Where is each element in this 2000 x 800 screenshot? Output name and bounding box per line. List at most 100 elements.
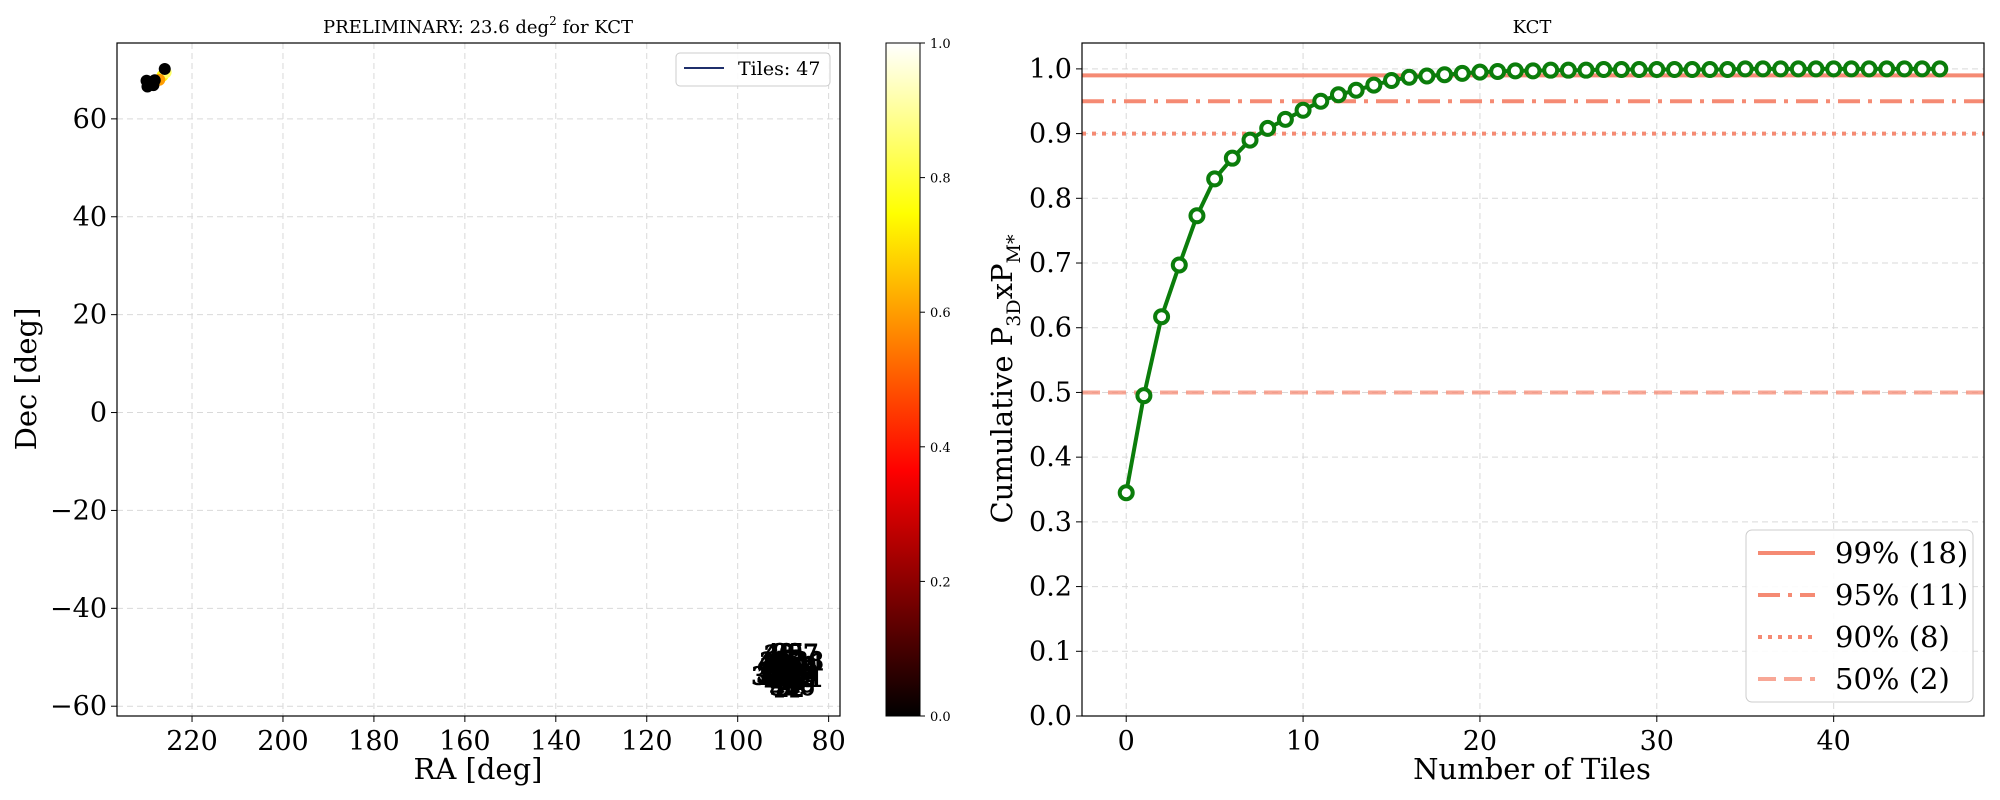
left-x-tick-label: 160: [439, 726, 491, 757]
left-x-tick-label: 200: [257, 726, 309, 757]
left-y-axis-title: Dec [deg]: [9, 308, 43, 451]
tile-number-label: 16: [784, 673, 815, 701]
cumulative-point: [1489, 62, 1507, 80]
right-legend-box: [1745, 529, 1974, 703]
left-x-ticks: 220 200 180 160 140 120 100 80: [166, 716, 846, 757]
tile-number-label: 2: [763, 660, 778, 688]
tile-number-label: 26: [780, 663, 811, 691]
cumulative-point: [1772, 60, 1790, 78]
cumulative-point: [1153, 308, 1171, 326]
galaxy-point: [148, 74, 161, 87]
cumulative-point: [1400, 68, 1418, 86]
right-y-tick-label: 0.3: [1029, 507, 1072, 538]
tile-number-label: 36: [770, 673, 801, 701]
tile-number-label: 25: [774, 639, 805, 667]
right-y-tick-label: 0.4: [1029, 442, 1072, 473]
right-y-tick-label: 0.1: [1029, 636, 1072, 667]
tile-number-label: 10: [775, 660, 806, 688]
colorbar-gradient: [885, 42, 921, 717]
tile-number-label: 33: [757, 660, 788, 688]
cumulative-point: [1789, 60, 1807, 78]
threshold-lines: [1082, 73, 1984, 395]
cumulative-point: [1683, 61, 1701, 79]
right-x-tick-label: 40: [1816, 726, 1850, 757]
left-y-ticks: −60 −40 −20 0 20 40 60: [50, 104, 117, 722]
left-y-tick-label: 0: [90, 398, 107, 429]
cumulative-point: [1931, 60, 1949, 78]
colorbar-tick-label: 1.0: [930, 37, 951, 52]
cumulative-point: [1665, 61, 1683, 79]
tile-number-label: 20: [764, 665, 795, 693]
right-y-tick-label: 0.2: [1029, 572, 1072, 603]
right-y-tick-label: 0.6: [1029, 313, 1072, 344]
cumulative-point: [1506, 62, 1524, 80]
cumulative-point: [1825, 60, 1843, 78]
right-plot-frame: [1081, 42, 1985, 717]
cumulative-point: [1577, 61, 1595, 79]
left-legend-box: [675, 52, 831, 87]
tile-number-label: 7: [768, 656, 783, 684]
right-y-ticks: 0.0 0.1 0.2 0.3 0.4 0.5 0.6 0.7 0.8 0.9 1.0: [1029, 54, 1082, 732]
left-grid: [117, 43, 840, 716]
cumulative-probability-panel: 0 10 20 30 40 0.0 0.1 0.2 0.3 0.4 0.5 0.6 0.7 0.8 0.9…: [985, 17, 1985, 786]
cumulative-point: [1170, 256, 1188, 274]
cumulative-point: [1259, 119, 1277, 137]
colorbar-tick-label: 0.0: [930, 710, 951, 725]
right-legend-label: 90% (8): [1835, 620, 1950, 654]
right-chart-title: KCT: [1513, 17, 1552, 38]
left-y-tick-label: −60: [50, 691, 107, 722]
left-y-tick-label: −40: [50, 593, 107, 624]
tile-number-label: 27: [765, 657, 796, 685]
tile-number-label: 24: [760, 648, 791, 676]
cumulative-point: [1542, 61, 1560, 79]
right-x-ticks: 0 10 20 30 40: [1118, 716, 1851, 757]
tile-number-label: 42: [776, 668, 807, 696]
right-legend-label: 95% (11): [1835, 578, 1968, 612]
cumulative-point: [1453, 64, 1471, 82]
tile-number-label: 11: [795, 648, 826, 676]
cumulative-point: [1524, 62, 1542, 80]
tile-number-label: 30: [786, 652, 817, 680]
right-y-tick-label: 0.5: [1029, 377, 1072, 408]
right-y-tick-label: 0.7: [1029, 248, 1072, 279]
colorbar-tick-label: 0.8: [930, 172, 951, 187]
cumulative-point: [1878, 60, 1896, 78]
tile-number-label: 46: [758, 649, 789, 677]
tile-number-label: 0: [761, 656, 776, 684]
right-x-tick-label: 10: [1286, 726, 1320, 757]
right-y-tick-label: 1.0: [1029, 54, 1072, 85]
left-y-tick-label: 60: [73, 104, 107, 135]
tile-number-label: 39: [772, 640, 803, 668]
cumulative-point: [1329, 86, 1347, 104]
tile-number-label: 8: [775, 648, 790, 676]
tile-number-label: 23: [760, 657, 791, 685]
left-legend: Tiles: 47: [675, 52, 831, 87]
cumulative-point: [1135, 387, 1153, 405]
tile-number-label: 40: [769, 654, 800, 682]
tile-number-label: 5: [775, 673, 790, 701]
colorbar-tick-label: 0.6: [930, 306, 951, 321]
left-x-tick-label: 80: [811, 726, 845, 757]
cumulative-point: [1418, 67, 1436, 85]
left-legend-label: Tiles: 47: [738, 58, 820, 80]
right-y-axis-title: Cumulative P3DxPM*: [985, 234, 1025, 523]
cumulative-point: [1842, 60, 1860, 78]
left-y-tick-label: 40: [73, 202, 107, 233]
tile-number-label: 4: [767, 649, 782, 677]
left-x-tick-label: 140: [530, 726, 582, 757]
tile-number-label: 29: [764, 641, 795, 669]
colorbar-tick-label: 0.2: [930, 575, 951, 590]
left-x-tick-label: 180: [348, 726, 400, 757]
cumulative-point: [1860, 60, 1878, 78]
cumulative-series: [1117, 60, 1949, 502]
left-x-tick-label: 120: [621, 726, 673, 757]
right-legend-label: 50% (2): [1835, 662, 1950, 696]
cumulative-point: [1612, 61, 1630, 79]
left-chart-title: PRELIMINARY: 23.6 deg2 for KCT: [323, 14, 633, 38]
left-y-tick-label: −20: [50, 495, 107, 526]
cumulative-point: [1471, 63, 1489, 81]
right-x-tick-label: 20: [1463, 726, 1497, 757]
cumulative-point: [1719, 61, 1737, 79]
